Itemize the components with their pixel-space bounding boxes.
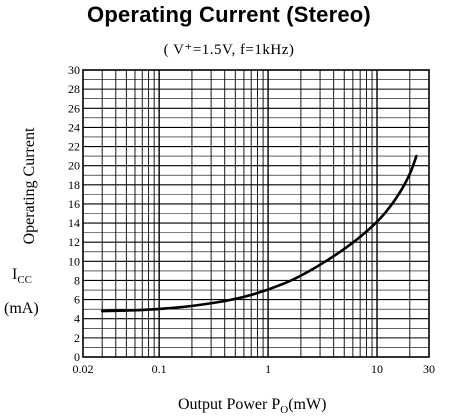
y-tick-label: 2 <box>74 331 80 345</box>
y-tick-label: 24 <box>68 120 80 134</box>
plot-border <box>82 69 430 358</box>
y-axis-symbol: ICC <box>12 266 32 286</box>
x-tick-label: 10 <box>371 362 383 376</box>
x-axis-label-main: Output Power P <box>178 396 281 413</box>
y-tick-label: 16 <box>68 197 80 211</box>
x-tick-label: 30 <box>423 362 435 376</box>
y-tick-label: 18 <box>68 178 80 192</box>
chart-title: Operating Current (Stereo) <box>87 2 371 27</box>
y-tick-label: 12 <box>68 235 80 249</box>
y-tick-label: 22 <box>68 140 80 154</box>
x-axis-label: Output Power PO(mW) <box>178 396 326 416</box>
chart-subtitle: ( V⁺=1.5V, f=1kHz) <box>163 42 295 58</box>
x-tick-labels: 0.02 0.1 1 10 30 <box>73 362 436 376</box>
series <box>100 154 418 313</box>
y-axis-unit: (mA) <box>4 300 39 317</box>
y-tick-label: 20 <box>68 159 80 173</box>
y-tick-label: 30 <box>68 63 80 77</box>
y-tick-label: 6 <box>74 293 80 307</box>
y-axis-symbol-main: I <box>12 266 18 283</box>
y-tick-label: 8 <box>74 273 80 287</box>
x-tick-label: 0.02 <box>73 362 94 376</box>
y-tick-label: 14 <box>68 216 80 230</box>
y-tick-label: 0 <box>74 350 80 364</box>
plot-frame <box>82 69 430 358</box>
y-tick-label: 28 <box>68 82 80 96</box>
grid <box>82 69 430 358</box>
y-tick-label: 26 <box>68 101 80 115</box>
x-tick-label: 0.1 <box>152 362 167 376</box>
x-tick-label: 1 <box>265 362 271 376</box>
y-axis-symbol-sub: CC <box>17 274 33 287</box>
x-axis-label-unit: (mW) <box>288 396 327 413</box>
x-axis-label-sub: O <box>280 404 289 417</box>
y-tick-label: 10 <box>68 254 80 268</box>
y-tick-label: 4 <box>74 312 80 326</box>
series-line <box>100 154 418 313</box>
